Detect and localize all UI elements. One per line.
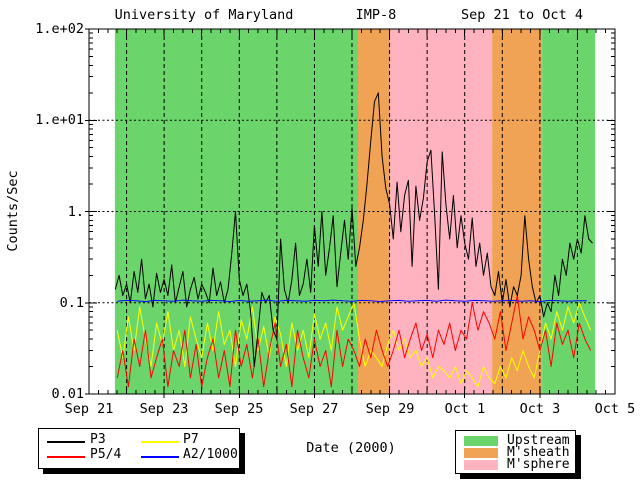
region-legend: Upstream M'sheath M'sphere xyxy=(455,430,576,474)
p5-line-swatch xyxy=(47,456,85,458)
msphere-color-swatch xyxy=(464,460,498,470)
y-tick-label-0p1: 0.1 xyxy=(60,295,84,311)
p5-legend-label: P5/4 xyxy=(90,447,122,462)
y-axis-title: Counts/Sec xyxy=(5,170,21,251)
y-tick-label-100: 1.e+02 xyxy=(35,21,84,37)
p3-line-swatch xyxy=(47,441,85,443)
x-tick-label-sep21: Sep 21 xyxy=(65,401,114,417)
x-tick-label-sep25: Sep 25 xyxy=(215,401,264,417)
y-tick-label-10: 1.e+01 xyxy=(35,112,84,128)
x-axis-title: Date (2000) xyxy=(306,440,395,456)
p7-line-swatch xyxy=(141,441,179,443)
x-tick-label-oct1: Oct 1 xyxy=(445,401,486,417)
p3-legend-label: P3 xyxy=(90,432,106,447)
upstream-legend-label: Upstream xyxy=(507,433,570,448)
x-tick-label-sep29: Sep 29 xyxy=(366,401,415,417)
x-tick-label-oct5: Oct 5 xyxy=(595,401,636,417)
msheath-legend-label: M'sheath xyxy=(507,445,570,460)
msphere-legend-label: M'sphere xyxy=(507,457,570,472)
series-legend: P3 P5/4 P7 A2/1000 xyxy=(38,428,240,469)
x-tick-label-sep23: Sep 23 xyxy=(140,401,189,417)
msheath-color-swatch xyxy=(464,448,498,458)
a2-legend-label: A2/1000 xyxy=(183,447,238,462)
title-institution: University of Maryland xyxy=(115,7,294,23)
upstream-color-swatch xyxy=(464,436,498,446)
axes-frame xyxy=(85,28,616,398)
a2-line-swatch xyxy=(141,456,179,458)
y-tick-label-1: 1. xyxy=(68,204,84,220)
title-spacecraft: IMP-8 xyxy=(356,7,397,23)
y-tick-label-0p01: 0.01 xyxy=(51,386,84,402)
p7-legend-label: P7 xyxy=(183,432,199,447)
x-tick-label-sep27: Sep 27 xyxy=(290,401,339,417)
data-series xyxy=(114,92,593,388)
x-tick-label-oct3: Oct 3 xyxy=(520,401,561,417)
title-daterange: Sep 21 to Oct 4 xyxy=(461,7,583,23)
